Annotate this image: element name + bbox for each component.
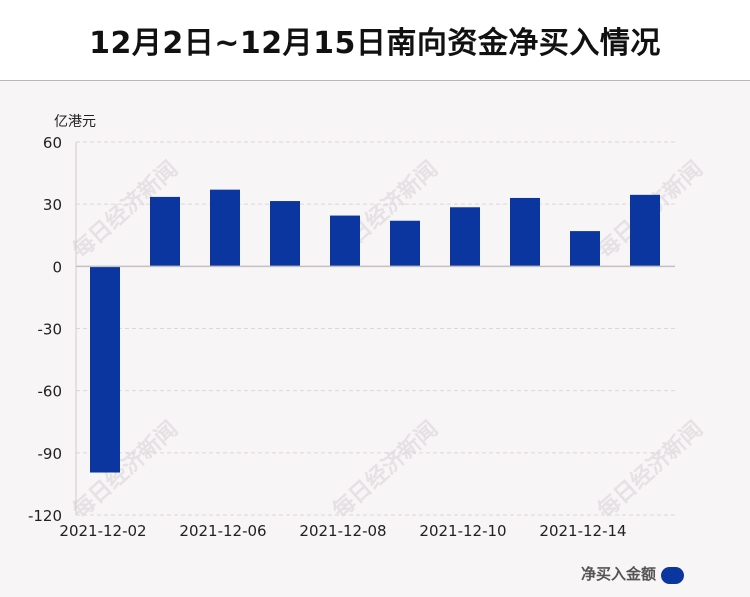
x-tick-label: 2021-12-02 bbox=[59, 522, 146, 540]
page-title: 12月2日~12月15日南向资金净买入情况 bbox=[89, 26, 661, 61]
bar-chart: 每日经济新闻每日经济新闻每日经济新闻每日经济新闻每日经济新闻每日经济新闻亿港元6… bbox=[28, 114, 709, 584]
y-tick-label: -120 bbox=[28, 507, 62, 525]
y-tick-label: -60 bbox=[38, 383, 63, 401]
bar-2021-12-07 bbox=[270, 201, 300, 267]
bar-2021-12-13 bbox=[510, 197, 540, 267]
bar-2021-12-15 bbox=[630, 194, 660, 267]
chart-area: 每日经济新闻每日经济新闻每日经济新闻每日经济新闻每日经济新闻每日经济新闻亿港元6… bbox=[0, 81, 750, 593]
bar-2021-12-09 bbox=[390, 220, 420, 267]
bar-2021-12-14 bbox=[570, 231, 600, 267]
bar-2021-12-03 bbox=[150, 196, 180, 267]
y-tick-label: 0 bbox=[52, 258, 62, 276]
bar-2021-12-10 bbox=[450, 207, 480, 267]
y-tick-label: -90 bbox=[38, 445, 63, 463]
x-tick-label: 2021-12-10 bbox=[419, 522, 506, 540]
watermark-text: 每日经济新闻 bbox=[328, 416, 444, 524]
y-tick-label: -30 bbox=[38, 321, 63, 339]
legend-label: 净买入金额 bbox=[581, 565, 656, 583]
legend-swatch bbox=[661, 567, 684, 584]
bar-2021-12-06 bbox=[210, 189, 240, 267]
x-tick-label: 2021-12-14 bbox=[539, 522, 626, 540]
bar-2021-12-02 bbox=[90, 266, 120, 473]
x-tick-label: 2021-12-06 bbox=[179, 522, 266, 540]
y-tick-label: 30 bbox=[43, 196, 62, 214]
bar-2021-12-08 bbox=[330, 215, 360, 267]
y-tick-label: 60 bbox=[43, 134, 62, 152]
y-axis-unit-label: 亿港元 bbox=[54, 114, 96, 130]
header: 12月2日~12月15日南向资金净买入情况 bbox=[0, 0, 750, 81]
watermark-text: 每日经济新闻 bbox=[68, 416, 184, 524]
x-tick-label: 2021-12-08 bbox=[299, 522, 386, 540]
watermark-text: 每日经济新闻 bbox=[593, 416, 709, 524]
